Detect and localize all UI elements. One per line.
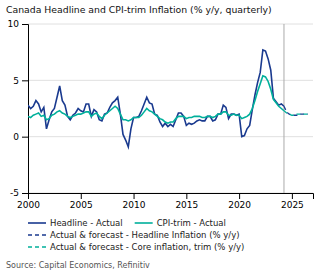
x-tick-mark	[134, 193, 135, 199]
x-tick-label: 2000	[17, 200, 40, 210]
legend-swatch	[28, 246, 46, 247]
legend-swatch	[28, 222, 46, 224]
series-line	[28, 50, 284, 147]
grid-line	[28, 24, 313, 25]
x-tick: 2020	[228, 193, 251, 210]
series-group	[28, 24, 308, 193]
x-tick-mark	[186, 193, 187, 199]
y-tick: 5	[13, 76, 28, 86]
y-tick: -5	[10, 188, 28, 198]
legend-label: Actual & forecast - Headline Inflation (…	[50, 230, 240, 240]
legend-item: Actual & forecast - Core inflation, trim…	[28, 242, 244, 252]
y-axis-line	[22, 25, 29, 194]
legend-label: CPI-trim - Actual	[157, 218, 226, 228]
grid	[28, 24, 313, 193]
x-tick: 2000	[17, 193, 40, 210]
chart: Canada Headline and CPI-trim Inflation (…	[0, 0, 325, 273]
legend-label: Headline - Actual	[50, 218, 123, 228]
x-tick-label: 2025	[281, 200, 304, 210]
legend-item: CPI-trim - Actual	[135, 218, 226, 228]
series-line	[28, 76, 284, 123]
x-tick: 2005	[70, 193, 93, 210]
source: Source: Capital Economics, Refinitiv	[6, 261, 150, 270]
x-tick-label: 2005	[70, 200, 93, 210]
x-tick-label: 2020	[228, 200, 251, 210]
y-tick-mark	[22, 24, 28, 25]
series-line	[284, 106, 308, 115]
legend-swatch	[135, 222, 153, 224]
y-tick-mark	[22, 80, 28, 81]
x-axis: 2000 2005 2010 2015 2020 2025	[17, 193, 313, 210]
plot-area: 2000 2005 2010 2015 2020 2025 -5 0 5 10	[8, 19, 314, 210]
y-tick-mark	[22, 137, 28, 138]
series-line	[284, 111, 308, 116]
x-tick: 2025	[281, 193, 304, 210]
x-tick-mark	[81, 193, 82, 199]
y-tick-label: 10	[8, 19, 20, 29]
x-tick-label: 2015	[175, 200, 198, 210]
legend: Headline - Actual CPI-trim - Actual Actual…	[28, 218, 244, 252]
y-tick-label: 0	[13, 132, 19, 142]
legend-item: Actual & forecast - Headline Inflation (…	[28, 230, 240, 240]
legend-item: Headline - Actual	[28, 218, 123, 228]
x-tick-label: 2010	[123, 200, 146, 210]
y-tick-label: -5	[10, 188, 19, 198]
y-axis: -5 0 5 10	[8, 19, 29, 198]
legend-label: Actual & forecast - Core inflation, trim…	[50, 242, 244, 252]
x-tick-mark	[239, 193, 240, 199]
x-tick-mark	[292, 193, 293, 199]
title: Canada Headline and CPI-trim Inflation (…	[6, 4, 272, 15]
x-tick: 2015	[175, 193, 198, 210]
grid-line	[28, 80, 313, 81]
y-tick: 10	[8, 19, 28, 29]
x-axis-line	[29, 194, 314, 200]
y-tick-label: 5	[13, 76, 19, 86]
x-tick: 2010	[123, 193, 146, 210]
y-tick-mark	[22, 193, 28, 194]
y-tick: 0	[13, 132, 28, 142]
grid-line	[28, 136, 313, 137]
legend-swatch	[28, 234, 46, 235]
